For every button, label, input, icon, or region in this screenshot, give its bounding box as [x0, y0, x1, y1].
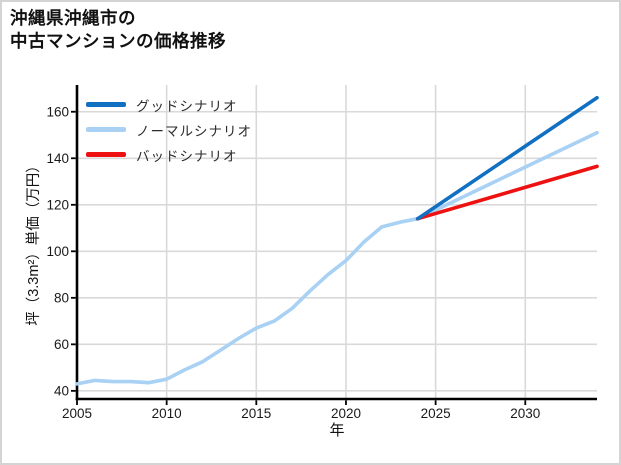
normal-scenario-line-swatch — [86, 127, 126, 132]
x-tick-label: 2005 — [62, 406, 92, 421]
bad-scenario-line-swatch — [86, 152, 126, 157]
y-tick-label: 120 — [46, 197, 69, 212]
x-axis-label: 年 — [329, 422, 344, 439]
chart-title: 沖縄県沖縄市の 中古マンションの価格推移 — [10, 8, 226, 51]
legend-label-bad: バッドシナリオ — [136, 148, 238, 164]
legend-label-good: グッドシナリオ — [136, 98, 238, 114]
good-scenario-line-swatch — [86, 102, 126, 107]
y-tick-label: 80 — [54, 291, 69, 306]
x-tick-label: 2010 — [152, 406, 182, 421]
legend: グッドシナリオ ノーマルシナリオ バッドシナリオ — [86, 92, 252, 167]
y-tick-label: 160 — [46, 104, 69, 119]
series-line-バッドシナリオ — [415, 164, 599, 221]
series-line-ノーマルシナリオ — [75, 130, 599, 386]
legend-item-good: グッドシナリオ — [86, 92, 252, 117]
y-axis-label: 坪（3.3m²）単価（万円） — [25, 158, 42, 326]
y-tick-label: 100 — [46, 244, 69, 259]
legend-label-normal: ノーマルシナリオ — [136, 123, 252, 139]
y-tick-label: 60 — [54, 337, 69, 352]
x-tick-label: 2025 — [421, 406, 451, 421]
y-tick-label: 140 — [46, 151, 69, 166]
y-tick-label: 40 — [54, 384, 69, 399]
x-tick-label: 2030 — [510, 406, 540, 421]
x-tick-label: 2020 — [331, 406, 361, 421]
series-line-グッドシナリオ — [415, 96, 599, 221]
x-tick-label: 2015 — [241, 406, 271, 421]
legend-item-normal: ノーマルシナリオ — [86, 117, 252, 142]
legend-item-bad: バッドシナリオ — [86, 142, 252, 167]
